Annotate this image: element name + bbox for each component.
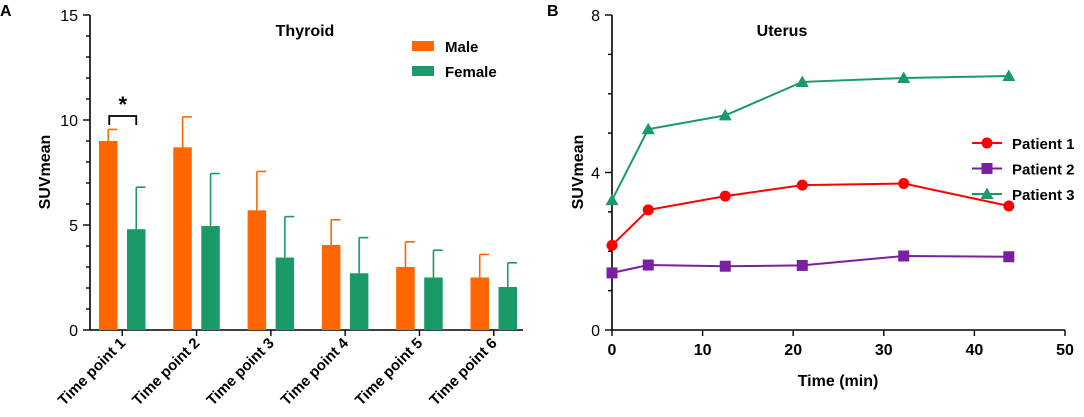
x-tick-label-b: 20 [784, 342, 802, 359]
bar-female [349, 273, 369, 330]
x-tick-label-b: 40 [966, 342, 984, 359]
data-point-patient-1 [796, 179, 808, 191]
data-point-patient-3 [795, 75, 809, 87]
data-point-patient-2 [642, 259, 654, 271]
bar-male [247, 210, 267, 330]
data-point-patient-2 [796, 259, 808, 271]
data-point-patient-1 [642, 204, 654, 216]
legend-label-patient-3: Patient 3 [1012, 187, 1075, 204]
y-tick-label-a: 15 [60, 8, 78, 25]
legend-marker-patient-3 [980, 187, 994, 199]
x-tick-label-a: Time point 3 [203, 335, 277, 409]
bar-male [173, 147, 192, 330]
series-line-patient-1 [611, 182, 1010, 247]
y-tick-label-a: 0 [69, 323, 78, 340]
x-tick-label-a: Time point 6 [426, 335, 500, 409]
data-point-patient-2 [606, 267, 618, 279]
chart-title-a: Thyroid [276, 23, 335, 40]
data-point-patient-1 [719, 190, 731, 202]
significance-bracket [108, 115, 138, 125]
y-tick-label-b: 0 [591, 323, 600, 340]
y-axis-label-a: SUVmean [37, 135, 54, 210]
y-tick-label-b: 8 [591, 8, 600, 25]
x-tick-label-a: Time point 1 [55, 335, 129, 409]
x-tick-label-b: 0 [608, 342, 617, 359]
chart-title-b: Uterus [757, 23, 808, 40]
y-tick-label-b: 4 [591, 166, 600, 183]
legend-marker-patient-2 [981, 163, 993, 174]
y-axis-label-b: SUVmean [570, 135, 587, 210]
x-tick-label-b: 30 [875, 342, 893, 359]
legend-marker-patient-1 [981, 137, 993, 149]
series-line-patient-2 [611, 254, 1009, 274]
bar-female [498, 286, 517, 330]
data-point-patient-3 [605, 193, 619, 206]
x-tick-label-b: 50 [1056, 342, 1074, 359]
uterus-line-chart: B Uterus SUVmean Time (min) 0 4 8 0 10 20 30 40… [547, 3, 1075, 390]
x-tick-label-a: Time point 4 [278, 334, 353, 409]
x-tick-label-a: Time point 2 [129, 335, 203, 409]
bar-female [201, 226, 220, 330]
bar-female [424, 277, 443, 330]
panel-label-a: A [0, 3, 12, 20]
data-point-patient-2 [898, 250, 910, 262]
data-point-patient-1 [1003, 200, 1015, 212]
legend-label-patient-1: Patient 1 [1012, 136, 1075, 153]
bar-male [99, 141, 118, 330]
data-point-patient-1 [898, 178, 910, 190]
bar-male [321, 244, 341, 330]
data-point-patient-3 [718, 108, 732, 121]
panel-label-b: B [547, 3, 559, 20]
data-point-patient-1 [606, 239, 618, 251]
series-line-patient-3 [611, 75, 1009, 201]
y-tick-label-a: 5 [69, 218, 78, 235]
legend-label-patient-2: Patient 2 [1012, 162, 1075, 179]
y-tick-label-a: 10 [60, 113, 78, 130]
x-tick-label-a: Time point 5 [352, 335, 426, 409]
bar-female [275, 257, 295, 330]
data-point-patient-3 [641, 122, 655, 135]
legend-label-male: Male [445, 39, 478, 56]
data-point-patient-3 [897, 71, 911, 83]
x-tick-label-b: 10 [694, 342, 712, 359]
bar-male [470, 277, 489, 330]
legend-swatch-female [412, 66, 434, 76]
data-point-patient-3 [1002, 69, 1016, 82]
legend-swatch-male [412, 41, 434, 51]
data-point-patient-2 [719, 260, 731, 272]
legend-label-female: Female [445, 64, 497, 81]
x-axis-label-b: Time (min) [798, 373, 879, 390]
bar-male [396, 267, 415, 330]
bar-female [127, 229, 146, 330]
data-point-patient-2 [1003, 251, 1015, 263]
significance-star: * [118, 92, 127, 117]
